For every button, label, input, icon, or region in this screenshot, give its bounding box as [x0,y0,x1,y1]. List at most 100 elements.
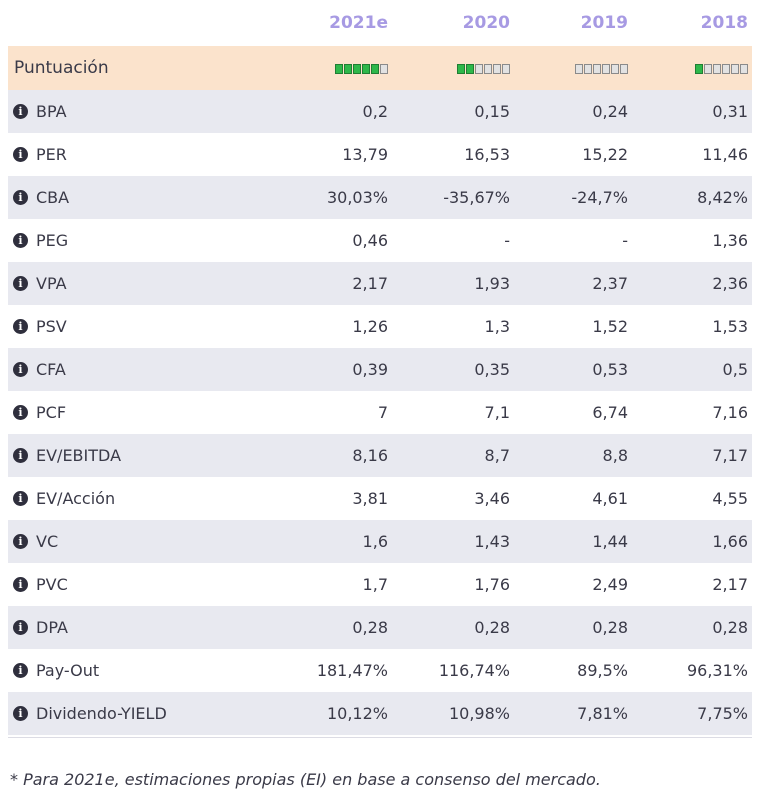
metric-value: 3,81 [352,489,388,508]
metric-value: 0,28 [352,618,388,637]
metric-value: 1,66 [712,532,748,551]
metric-label: CFA [36,360,66,379]
metric-value: 2,17 [712,575,748,594]
valuation-table: 2021e 2020 2019 2018 Puntuación i BPA 0,2 0… [8,0,752,735]
metric-value: 2,17 [352,274,388,293]
metric-value: 0,46 [352,231,388,250]
metric-value: 8,16 [352,446,388,465]
score-square-filled [353,64,361,74]
metric-value: 0,31 [712,102,748,121]
metric-value: 96,31% [686,661,748,680]
metric-value: 7 [377,403,388,422]
table-row: i BPA 0,2 0,15 0,24 0,31 [8,90,752,133]
table-row: i PEG 0,46 - - 1,36 [8,219,752,262]
table-row: i PVC 1,7 1,76 2,49 2,17 [8,563,752,606]
year-header: 2021e [329,13,388,33]
score-square-empty [713,64,721,74]
metric-value: 7,81% [577,704,628,723]
info-icon[interactable]: i [13,405,28,420]
metric-value: 2,37 [592,274,628,293]
info-icon[interactable]: i [13,706,28,721]
metric-label: VPA [36,274,67,293]
score-square-filled [344,64,352,74]
score-square-empty [575,64,583,74]
info-icon[interactable]: i [13,104,28,119]
table-row: i Dividendo-YIELD 10,12% 10,98% 7,81% 7,75% [8,692,752,735]
metric-value: 1,6 [362,532,388,551]
metric-value: 13,79 [342,145,388,164]
info-icon[interactable]: i [13,577,28,592]
info-icon[interactable]: i [13,190,28,205]
metric-value: 1,93 [474,274,510,293]
info-icon[interactable]: i [13,620,28,635]
metric-label: PCF [36,403,67,422]
metric-value: 0,5 [722,360,748,379]
score-meter [695,64,748,74]
metric-value: 0,35 [474,360,510,379]
score-meter [335,64,388,74]
table-header: 2021e 2020 2019 2018 [8,0,752,46]
score-meter [575,64,628,74]
score-square-empty [502,64,510,74]
score-square-filled [457,64,465,74]
table-row: i CFA 0,39 0,35 0,53 0,5 [8,348,752,391]
metric-value: 0,28 [592,618,628,637]
metric-value: 7,1 [484,403,510,422]
info-icon[interactable]: i [13,319,28,334]
metric-value: 2,49 [592,575,628,594]
metric-label: PSV [36,317,67,336]
info-icon[interactable]: i [13,448,28,463]
metric-value: 7,75% [697,704,748,723]
score-row: Puntuación [8,46,752,90]
metric-label: Dividendo-YIELD [36,704,167,723]
table-row: i DPA 0,28 0,28 0,28 0,28 [8,606,752,649]
metric-value: 8,8 [602,446,628,465]
metric-value: 2,36 [712,274,748,293]
score-square-empty [704,64,712,74]
year-header: 2018 [700,13,748,33]
info-icon[interactable]: i [13,534,28,549]
metric-value: 3,46 [474,489,510,508]
metric-value: 6,74 [592,403,628,422]
info-icon[interactable]: i [13,233,28,248]
table-row: i VPA 2,17 1,93 2,37 2,36 [8,262,752,305]
table-row: i Pay-Out 181,47% 116,74% 89,5% 96,31% [8,649,752,692]
score-square-empty [722,64,730,74]
score-square-empty [602,64,610,74]
metric-value: 1,7 [362,575,388,594]
metric-label: CBA [36,188,70,207]
table-row: i CBA 30,03% -35,67% -24,7% 8,42% [8,176,752,219]
metric-value: 1,26 [352,317,388,336]
info-icon[interactable]: i [13,491,28,506]
score-square-filled [466,64,474,74]
year-header: 2019 [580,13,628,33]
metric-value: 0,24 [592,102,628,121]
metric-value: 1,43 [474,532,510,551]
score-square-filled [362,64,370,74]
score-label: Puntuación [14,58,109,78]
info-icon[interactable]: i [13,663,28,678]
metric-value: -24,7% [571,188,628,207]
score-square-filled [371,64,379,74]
metric-value: 7,16 [712,403,748,422]
info-icon[interactable]: i [13,362,28,377]
metric-value: 7,17 [712,446,748,465]
metric-value: 0,28 [474,618,510,637]
table-row: i EV/Acción 3,81 3,46 4,61 4,55 [8,477,752,520]
info-icon[interactable]: i [13,147,28,162]
score-square-empty [740,64,748,74]
metric-value: 8,7 [484,446,510,465]
metric-value: 1,36 [712,231,748,250]
metric-value: 1,52 [592,317,628,336]
info-icon[interactable]: i [13,276,28,291]
metric-label: PER [36,145,67,164]
score-square-empty [611,64,619,74]
metric-value: 116,74% [438,661,510,680]
metric-label: EV/EBITDA [36,446,122,465]
score-square-empty [475,64,483,74]
metric-label: Pay-Out [36,661,100,680]
table-row: i EV/EBITDA 8,16 8,7 8,8 7,17 [8,434,752,477]
score-square-empty [731,64,739,74]
metric-value: -35,67% [443,188,510,207]
metric-value: - [622,231,628,250]
